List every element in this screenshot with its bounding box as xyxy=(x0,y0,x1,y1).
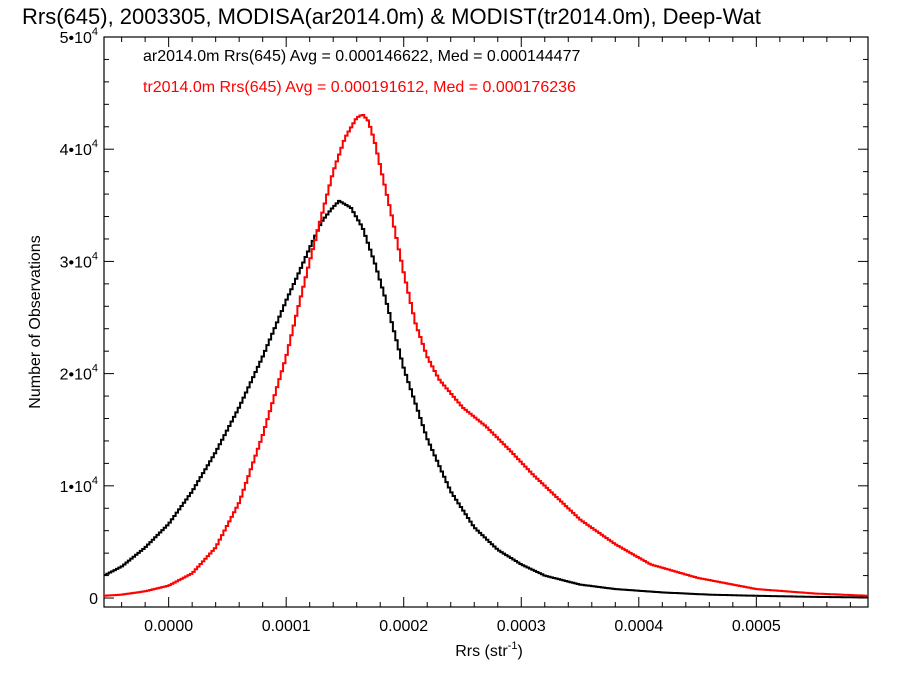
y-tick-label: 1•104 xyxy=(60,475,98,496)
x-axis-ticks: 0.0000 0.0001 0.0002 0.0003 0.0004 0.0005 xyxy=(121,37,851,635)
series-tr2014-line xyxy=(104,113,868,597)
x-tick-label: 0.0001 xyxy=(262,618,311,635)
x-tick-label: 0.0000 xyxy=(144,618,193,635)
y-tick-label: 4•104 xyxy=(60,138,98,159)
chart-title: Rrs(645), 2003305, MODISA(ar2014.0m) & M… xyxy=(22,4,761,29)
y-axis-ticks: 0 1•104 2•104 3•104 4•104 5•104 xyxy=(60,26,868,608)
legend-entry-ar2014: ar2014.0m Rrs(645) Avg = 0.000146622, Me… xyxy=(143,48,580,65)
x-tick-label: 0.0005 xyxy=(732,618,781,635)
y-tick-label: 5•104 xyxy=(60,26,98,47)
y-axis-label: Number of Observations xyxy=(27,235,44,408)
x-axis-label-sup: -1 xyxy=(508,640,518,652)
x-axis-label-main: Rrs (str xyxy=(455,643,508,660)
x-axis-label: Rrs (str-1) xyxy=(455,640,523,660)
y-tick-label: 3•104 xyxy=(60,250,98,271)
series-ar2014-line xyxy=(104,199,868,599)
x-tick-label: 0.0002 xyxy=(379,618,428,635)
x-tick-label: 0.0004 xyxy=(614,618,663,635)
x-tick-label: 0.0003 xyxy=(497,618,546,635)
legend-entry-tr2014: tr2014.0m Rrs(645) Avg = 0.000191612, Me… xyxy=(143,79,576,96)
legend: ar2014.0m Rrs(645) Avg = 0.000146622, Me… xyxy=(143,48,580,96)
plot-area: 0.0000 0.0001 0.0002 0.0003 0.0004 0.0005 0 1•… xyxy=(60,26,869,635)
x-axis-label-end: ) xyxy=(517,643,522,660)
y-tick-label: 2•104 xyxy=(60,363,98,384)
series-layer xyxy=(104,113,868,599)
y-tick-label: 0 xyxy=(89,591,98,608)
plot-frame xyxy=(103,36,869,608)
